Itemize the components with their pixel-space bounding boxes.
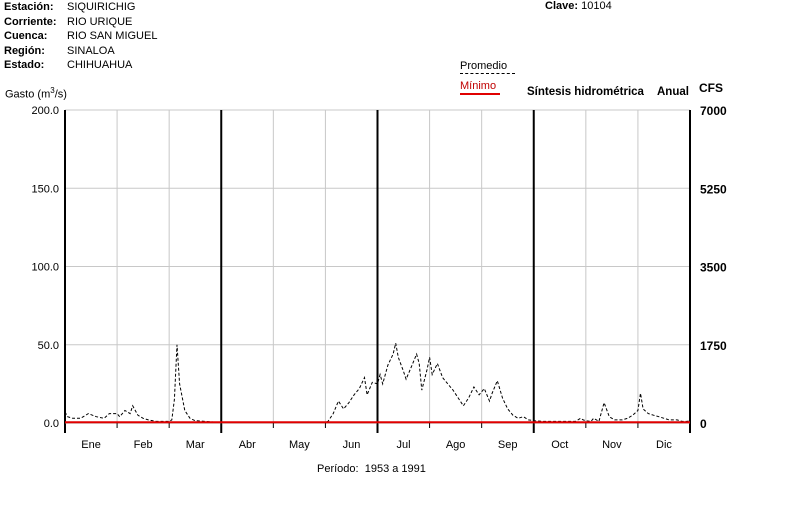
ylabel-suffix: /s) bbox=[54, 88, 67, 101]
estacion-label: Estación: bbox=[4, 1, 54, 13]
y-tick-label-right: 0 bbox=[700, 417, 707, 431]
period-value: 1953 a 1991 bbox=[364, 463, 426, 475]
y-tick-label-left: 150.0 bbox=[31, 183, 59, 195]
y-axis-left-label: Gasto (m3/s) bbox=[5, 86, 67, 101]
y-tick-label-right: 1750 bbox=[700, 339, 727, 353]
region-row: Región: SINALOA bbox=[4, 44, 157, 59]
estacion-row: Estación: SIQUIRICHIG bbox=[4, 0, 157, 15]
legend-promedio-swatch bbox=[460, 73, 515, 74]
x-tick-label-month: Abr bbox=[239, 439, 256, 451]
x-tick-label-month: Oct bbox=[551, 439, 568, 451]
estado-label: Estado: bbox=[4, 59, 45, 71]
station-info: Estación: SIQUIRICHIG Corriente: RIO URIQU… bbox=[4, 0, 157, 73]
chart-subtitle: Anual bbox=[657, 86, 689, 98]
series-promedio-line bbox=[64, 343, 691, 424]
period-label-text: Período: bbox=[317, 463, 359, 475]
y-tick-label-right: 7000 bbox=[700, 104, 727, 118]
estado-value: CHIHUAHUA bbox=[67, 59, 133, 71]
y-axis-right-label: CFS bbox=[699, 81, 723, 95]
region-value: SINALOA bbox=[67, 44, 115, 57]
x-tick-label-month: Nov bbox=[602, 439, 622, 451]
x-tick-label-month: Jul bbox=[397, 439, 411, 451]
y-tick-label-right: 5250 bbox=[700, 182, 727, 196]
x-tick-label-month: Jun bbox=[343, 439, 361, 451]
x-tick-label-month: Dic bbox=[656, 439, 672, 451]
y-tick-label-right: 3500 bbox=[700, 261, 727, 275]
clave-value: 10104 bbox=[581, 0, 612, 12]
estacion-value: SIQUIRICHIG bbox=[67, 1, 136, 13]
clave-label: Clave: bbox=[545, 0, 579, 12]
period-label: Período: 1953 a 1991 bbox=[317, 463, 426, 475]
x-tick-label-month: May bbox=[289, 439, 310, 451]
region-label: Región: bbox=[4, 44, 45, 57]
corriente-value: RIO URIQUE bbox=[67, 15, 133, 28]
y-tick-label-left: 200.0 bbox=[31, 105, 59, 117]
estado-row: Estado: CHIHUAHUA bbox=[4, 58, 157, 73]
ylabel-sup: 3 bbox=[50, 86, 55, 95]
y-tick-label-left: 0.0 bbox=[44, 418, 59, 430]
legend-minimo-swatch bbox=[460, 93, 500, 95]
x-tick-label-month: Ene bbox=[81, 439, 101, 451]
ylabel-prefix: Gasto (m bbox=[5, 88, 51, 101]
corriente-row: Corriente: RIO URIQUE bbox=[4, 15, 157, 30]
cuenca-row: Cuenca: RIO SAN MIGUEL bbox=[4, 29, 157, 44]
legend-minimo: Mínimo bbox=[460, 80, 497, 92]
x-tick-label-month: Mar bbox=[186, 439, 205, 451]
x-tick-label-month: Sep bbox=[498, 439, 518, 451]
cuenca-value: RIO SAN MIGUEL bbox=[67, 30, 158, 42]
y-tick-label-left: 100.0 bbox=[31, 262, 59, 274]
cuenca-label: Cuenca: bbox=[4, 30, 48, 42]
clave: Clave: 10104 bbox=[545, 0, 612, 12]
chart-title: Síntesis hidrométrica bbox=[527, 86, 644, 98]
x-tick-label-month: Feb bbox=[134, 439, 153, 451]
corriente-label: Corriente: bbox=[4, 15, 57, 28]
y-tick-label-left: 50.0 bbox=[38, 340, 59, 352]
x-tick-label-month: Ago bbox=[446, 439, 466, 451]
legend-promedio: Promedio bbox=[460, 60, 508, 72]
